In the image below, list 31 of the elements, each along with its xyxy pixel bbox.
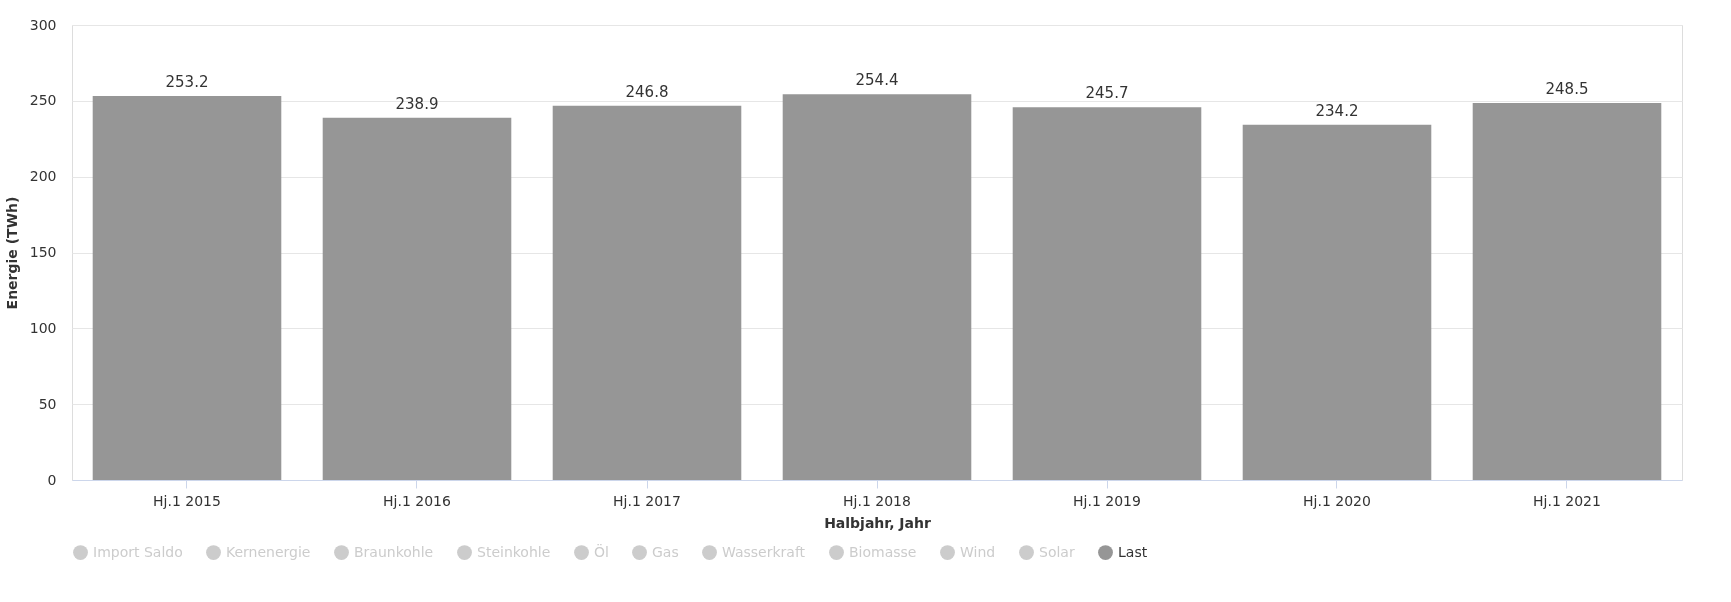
data-label: 246.8 [625, 82, 669, 101]
data-label: 254.4 [855, 71, 899, 90]
x-tick-label: Hj.1 2017 [613, 492, 681, 509]
bar [1012, 107, 1202, 480]
data-label: 238.9 [395, 94, 439, 113]
legend-label: Last [1118, 543, 1148, 560]
y-tick-label: 100 [29, 319, 57, 336]
bar [782, 94, 972, 480]
data-label: 234.2 [1315, 101, 1359, 120]
bar [1472, 103, 1662, 480]
y-tick-label: 200 [29, 168, 57, 185]
data-label: 248.5 [1545, 80, 1589, 99]
y-tick-label: 50 [38, 395, 57, 412]
bar [322, 117, 512, 480]
y-axis-title: Energie (TWh) [3, 196, 20, 310]
x-tick-label: Hj.1 2021 [1533, 492, 1601, 509]
bar [552, 105, 742, 480]
x-tick-label: Hj.1 2019 [1073, 492, 1141, 509]
x-tick-label: Hj.1 2015 [153, 492, 221, 509]
x-tick-label: Hj.1 2020 [1303, 492, 1371, 509]
y-tick-label: 250 [29, 92, 57, 109]
bar [1242, 124, 1432, 480]
data-label: 245.7 [1085, 84, 1129, 103]
y-tick-label: 0 [47, 471, 57, 488]
bar [92, 95, 282, 480]
y-tick-label: 150 [29, 244, 57, 260]
x-tick-label: Hj.1 2018 [843, 492, 911, 509]
x-tick-label: Hj.1 2016 [383, 492, 452, 509]
data-label: 253.2 [165, 72, 209, 91]
x-axis-title: Halbjahr, Jahr [824, 514, 931, 531]
y-tick-label: 300 [29, 16, 57, 33]
